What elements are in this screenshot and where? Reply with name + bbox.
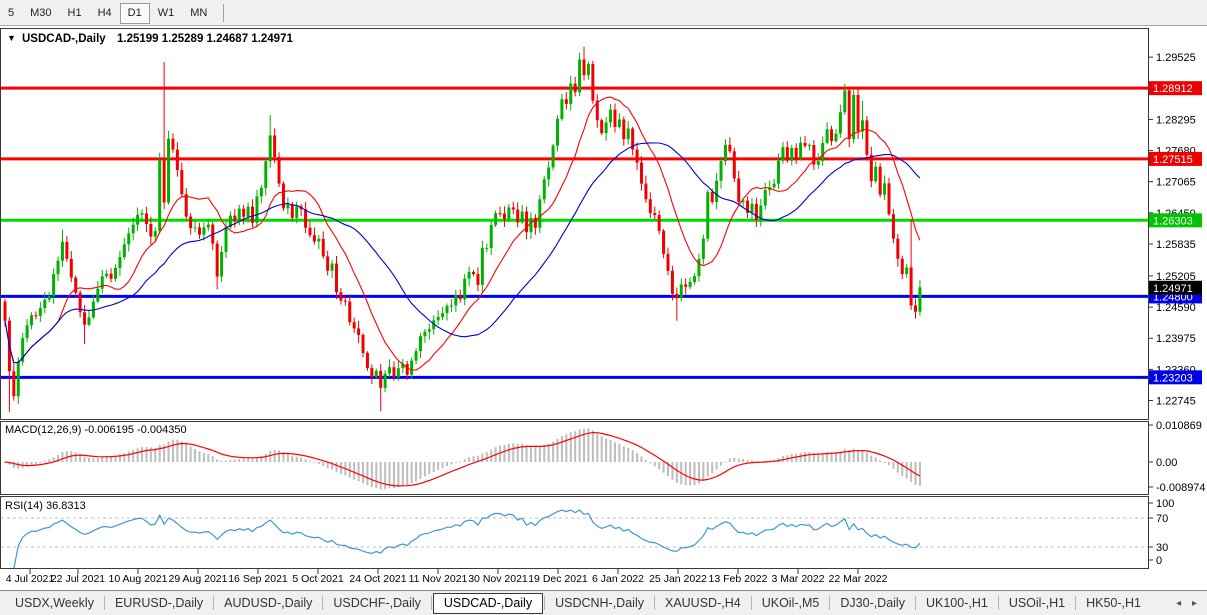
date-label: 19 Dec 2021 <box>528 573 588 585</box>
tab-separator <box>914 596 916 610</box>
tab-separator <box>430 596 432 610</box>
symbol-tab-usdchf-daily[interactable]: USDCHF-,Daily <box>333 595 421 610</box>
price-tag-1.23203: 1.23203 <box>1153 372 1193 384</box>
price-tag-1.26303: 1.26303 <box>1153 215 1193 227</box>
symbol-tab-usdcnh-daily[interactable]: USDCNH-,Daily <box>555 595 644 610</box>
date-label: 13 Feb 2022 <box>709 573 768 585</box>
date-label: 6 Jan 2022 <box>592 573 644 585</box>
tab-separator <box>322 596 324 610</box>
date-label: 22 Jul 2021 <box>51 573 105 585</box>
tab-separator <box>1075 596 1077 610</box>
symbol-tab-xauusd-h4[interactable]: XAUUSD-,H4 <box>664 595 741 610</box>
rsi-label: RSI(14) 36.8313 <box>5 500 86 512</box>
price-tick-label: 1.25835 <box>1156 239 1196 251</box>
timeframe-button-D1[interactable]: D1 <box>119 2 150 24</box>
date-label: 10 Aug 2021 <box>109 573 168 585</box>
symbol-tab-audusd-daily[interactable]: AUDUSD-,Daily <box>224 595 313 610</box>
symbol-tab-usdcad-daily[interactable]: USDCAD-,Daily <box>432 592 544 614</box>
tab-separator <box>103 596 105 610</box>
timeframe-button-5[interactable]: 5 <box>8 6 15 19</box>
tab-separator <box>213 596 215 610</box>
date-label: 24 Oct 2021 <box>349 573 406 585</box>
timeframe-button-H1[interactable]: H1 <box>67 6 82 19</box>
price-tick-label: 1.27065 <box>1156 177 1196 189</box>
timeframe-toolbar: 5 M30 H1 H4 D1 W1 MN <box>0 0 1207 26</box>
date-label: 25 Jan 2022 <box>649 573 707 585</box>
tab-separator <box>653 596 655 610</box>
macd-axis-label: 0.010869 <box>1156 420 1202 432</box>
price-axis: 1.295251.282951.276801.270651.264501.258… <box>1148 52 1196 408</box>
date-label: 4 Jul 2021 <box>6 573 55 585</box>
tab-separator <box>750 596 752 610</box>
date-label: 5 Oct 2021 <box>292 573 344 585</box>
tab-scroll-right-icon[interactable]: ▸ <box>1191 597 1201 609</box>
price-tick-label: 1.25205 <box>1156 271 1196 283</box>
symbol-tab-dj30-daily[interactable]: DJ30-,Daily <box>840 595 905 610</box>
macd-indicator <box>4 428 921 490</box>
collapse-chart-icon[interactable]: ▼ <box>7 33 16 43</box>
price-axis-tags: 1.289121.275151.263031.232031.248001.249… <box>1149 81 1202 385</box>
price-tag-1.28912: 1.28912 <box>1153 83 1193 95</box>
price-tag-1.24971: 1.24971 <box>1153 283 1193 295</box>
symbol-tab-usoil-h1[interactable]: USOil-,H1 <box>1008 595 1066 610</box>
price-tick-label: 1.28295 <box>1156 114 1196 126</box>
price-tick-label: 1.23975 <box>1156 333 1196 345</box>
rsi-axis-label: 70 <box>1156 513 1168 525</box>
date-label: 30 Nov 2021 <box>468 573 528 585</box>
tab-separator <box>544 596 546 610</box>
symbol-tab-eurusd-daily[interactable]: EURUSD-,Daily <box>114 595 204 610</box>
price-tag-1.27515: 1.27515 <box>1153 154 1193 166</box>
tab-scroll-left-icon[interactable]: ◂ <box>1176 597 1186 609</box>
indicator-axis-labels: 0.010869 0.00 -0.008974 100 70 300 <box>1148 420 1206 567</box>
timeframe-button-MN[interactable]: MN <box>190 6 208 19</box>
timeframe-button-H4[interactable]: H4 <box>97 6 112 19</box>
ma-fast-line <box>4 96 921 371</box>
price-tick-label: 1.24590 <box>1156 302 1196 314</box>
symbol-tab-bar: USDX,Weekly EURUSD-,Daily AUDUSD-,Daily USD… <box>0 590 1207 615</box>
tab-separator <box>997 596 999 610</box>
toolbar-separator <box>223 4 225 22</box>
rsi-axis-label: 0 <box>1156 555 1162 567</box>
chart-symbol-title: USDCAD-,Daily <box>22 33 106 45</box>
date-label: 3 Mar 2022 <box>771 573 824 585</box>
chart-ohlc-quotes: 1.25199 1.25289 1.24687 1.24971 <box>117 33 293 45</box>
ma-slow-line <box>4 142 921 364</box>
date-label: 22 Mar 2022 <box>829 573 888 585</box>
date-label: 16 Sep 2021 <box>228 573 288 585</box>
rsi-pane[interactable] <box>0 496 1149 569</box>
symbol-tab-usdx-weekly[interactable]: USDX,Weekly <box>15 595 94 610</box>
rsi-axis-label: 30 <box>1156 542 1168 554</box>
rsi-indicator <box>1 509 1148 568</box>
date-label: 29 Aug 2021 <box>169 573 228 585</box>
rsi-axis-label: 100 <box>1156 498 1174 510</box>
macd-axis-label: -0.008974 <box>1156 482 1206 494</box>
timeframe-button-W1[interactable]: W1 <box>157 6 175 19</box>
chart-canvas[interactable]: 1.295251.282951.276801.270651.264501.258… <box>0 0 1207 590</box>
timeframe-button-M30[interactable]: M30 <box>30 6 52 19</box>
symbol-tab-ukoil-m5[interactable]: UKOil-,M5 <box>761 595 820 610</box>
symbol-tab-hk50-h1[interactable]: HK50-,H1 <box>1086 595 1141 610</box>
price-tick-label: 1.22745 <box>1156 396 1196 408</box>
tab-separator <box>829 596 831 610</box>
candlestick-series <box>3 46 922 412</box>
price-tick-label: 1.29525 <box>1156 52 1196 64</box>
macd-label: MACD(12,26,9) -0.006195 -0.004350 <box>5 424 187 436</box>
macd-axis-label: 0.00 <box>1156 457 1177 469</box>
symbol-tab-uk100-h1[interactable]: UK100-,H1 <box>925 595 988 610</box>
date-label: 11 Nov 2021 <box>409 573 468 585</box>
horizontal-level-lines <box>1 86 1148 379</box>
